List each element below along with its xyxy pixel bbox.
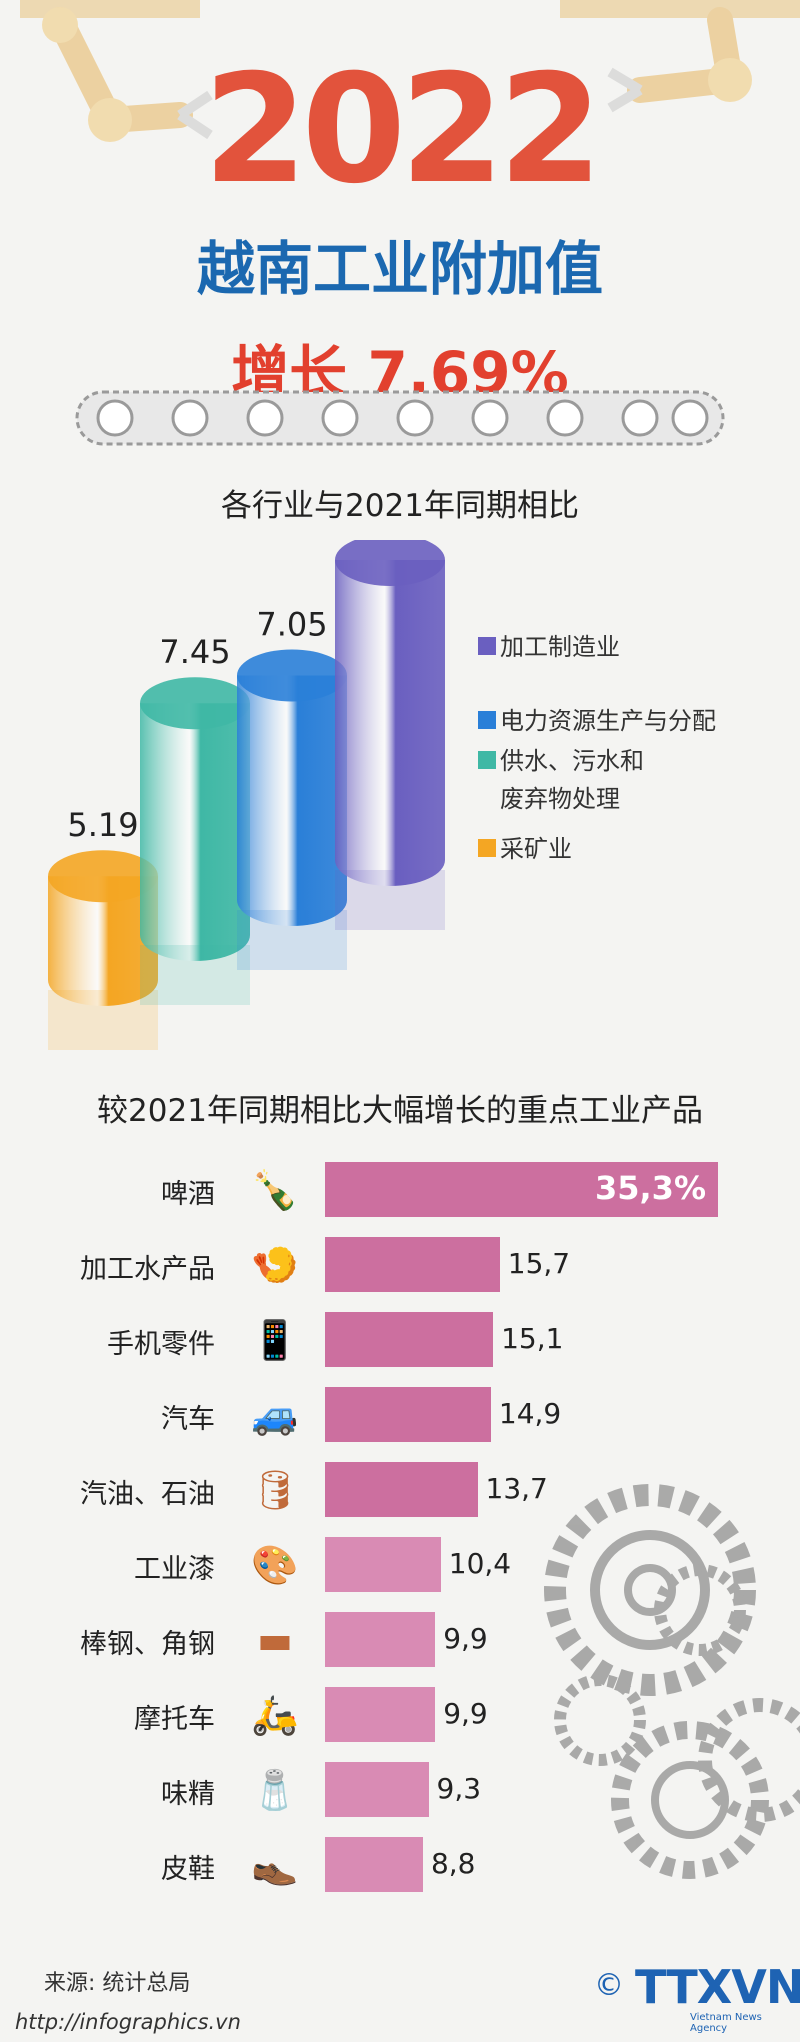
agency-subtitle: Vietnam News Agency bbox=[690, 2012, 762, 2034]
bar-category-label: 工业漆 bbox=[134, 1553, 215, 1585]
bar-row: 棒钢、角钢 ▬ 9,9 bbox=[0, 1612, 800, 1687]
phone-parts-icon: 📱 bbox=[251, 1318, 299, 1362]
bar-category-label: 汽油、石油 bbox=[80, 1478, 215, 1510]
legend-item-electricity: 电力资源生产与分配 bbox=[478, 702, 716, 740]
bar-value-label: 8,8 bbox=[430, 1847, 476, 1880]
products-bar-chart: 啤酒 🍾 35,3% 加工水产品 🍤 15,7 手机零件 📱 15,1 汽车 🚙 14,9 汽油、石油 🛢… bbox=[0, 1150, 800, 1910]
bar-row: 手机零件 📱 15,1 bbox=[0, 1312, 800, 1387]
cylinder-bar-mining bbox=[48, 850, 158, 1050]
legend-item-manufacturing: 加工制造业 bbox=[478, 628, 620, 666]
section1-title: 各行业与2021年同期相比 bbox=[221, 488, 579, 524]
legend-swatch bbox=[478, 711, 496, 729]
year-heading: 2022 bbox=[203, 43, 602, 217]
legend-swatch bbox=[478, 839, 496, 857]
bar-value-label: 14,9 bbox=[498, 1397, 562, 1430]
legend-label: 加工制造业 bbox=[500, 633, 620, 661]
steel-bars-icon: ▬ bbox=[257, 1618, 293, 1662]
paint-cans-icon: 🎨 bbox=[251, 1543, 299, 1587]
bar bbox=[325, 1537, 441, 1592]
industry-cylinder-chart: 5.197.457.058.1% bbox=[48, 540, 445, 1050]
bar-category-label: 皮鞋 bbox=[161, 1853, 215, 1885]
bar-value-label: 15,7 bbox=[507, 1247, 571, 1280]
bar bbox=[325, 1462, 478, 1517]
cylinder-bar-manufacturing bbox=[335, 540, 445, 930]
copyright-icon: © bbox=[594, 1968, 624, 2003]
legend-swatch bbox=[478, 751, 496, 769]
robot-arm-left-icon bbox=[20, 0, 213, 142]
robot-arm-right-icon bbox=[560, 0, 800, 113]
beer-bottles-icon: 🍾 bbox=[251, 1168, 299, 1212]
bar-row: 摩托车 🛵 9,9 bbox=[0, 1687, 800, 1762]
source-note: 来源: 统计总局 bbox=[44, 1971, 191, 1996]
motorbike-icon: 🛵 bbox=[251, 1693, 299, 1737]
legend-swatch bbox=[478, 637, 496, 655]
bar bbox=[325, 1387, 491, 1442]
bar bbox=[325, 1162, 718, 1217]
legend-label: 供水、污水和 bbox=[500, 747, 644, 775]
bar-row: 加工水产品 🍤 15,7 bbox=[0, 1237, 800, 1312]
cylinder-value-label: 7.05 bbox=[256, 605, 327, 643]
msg-package-icon: 🧂 bbox=[251, 1768, 299, 1812]
legend-label: 电力资源生产与分配 bbox=[500, 707, 716, 735]
bar-value-label: 9,9 bbox=[443, 1697, 488, 1730]
cylinder-bar-water bbox=[140, 677, 250, 1005]
bar-row: 啤酒 🍾 35,3% bbox=[0, 1162, 800, 1237]
agency-logo: TTXVN bbox=[635, 1960, 800, 2014]
bar-category-label: 味精 bbox=[161, 1778, 215, 1810]
bar-category-label: 摩托车 bbox=[134, 1703, 215, 1735]
car-icon: 🚙 bbox=[251, 1393, 299, 1437]
bar-value-label: 15,1 bbox=[501, 1322, 564, 1355]
cylinder-value-label: 7.45 bbox=[159, 633, 230, 671]
leather-shoes-icon: 👞 bbox=[251, 1843, 299, 1887]
seafood-tray-icon: 🍤 bbox=[251, 1243, 299, 1287]
section2-title: 较2021年同期相比大幅增长的重点工业产品 bbox=[97, 1093, 703, 1129]
cylinder-value-label: 5.19 bbox=[67, 806, 138, 844]
bar-row: 工业漆 🎨 10,4 bbox=[0, 1537, 800, 1612]
bar-value-label: 13,7 bbox=[485, 1472, 548, 1505]
legend-item-mining: 采矿业 bbox=[478, 830, 572, 868]
bar-row: 汽油、石油 🛢 13,7 bbox=[0, 1462, 800, 1537]
conveyor-belt-icon bbox=[75, 390, 725, 446]
legend-item-water: 供水、污水和 废弃物处理 bbox=[478, 742, 644, 818]
bar bbox=[325, 1237, 500, 1292]
bar-category-label: 加工水产品 bbox=[80, 1253, 215, 1285]
bar-category-label: 棒钢、角钢 bbox=[80, 1628, 215, 1660]
bar-row: 味精 🧂 9,3 bbox=[0, 1762, 800, 1837]
bar bbox=[325, 1312, 494, 1367]
cylinder-bar-electricity bbox=[237, 649, 347, 970]
bar bbox=[325, 1762, 429, 1817]
bar-category-label: 啤酒 bbox=[161, 1178, 215, 1210]
page-title: 越南工业附加值 bbox=[196, 235, 603, 303]
bar bbox=[325, 1612, 436, 1667]
source-url[interactable]: http://infographics.vn bbox=[15, 2010, 241, 2034]
bar-value-label: 10,4 bbox=[448, 1547, 512, 1580]
legend-label: 采矿业 bbox=[500, 835, 572, 863]
bar-category-label: 手机零件 bbox=[107, 1328, 215, 1360]
bar-row: 汽车 🚙 14,9 bbox=[0, 1387, 800, 1462]
bar-row: 皮鞋 👞 8,8 bbox=[0, 1837, 800, 1912]
oil-barrels-icon: 🛢 bbox=[250, 1468, 300, 1512]
bar-value-label: 35,3% bbox=[594, 1169, 706, 1207]
bar-category-label: 汽车 bbox=[161, 1403, 215, 1435]
bar bbox=[325, 1687, 436, 1742]
legend-label: 废弃物处理 bbox=[500, 785, 620, 813]
bar-value-label: 9,3 bbox=[436, 1772, 482, 1805]
bar bbox=[325, 1837, 423, 1892]
bar-value-label: 9,9 bbox=[443, 1622, 488, 1655]
gears-icon bbox=[544, 1484, 800, 1879]
